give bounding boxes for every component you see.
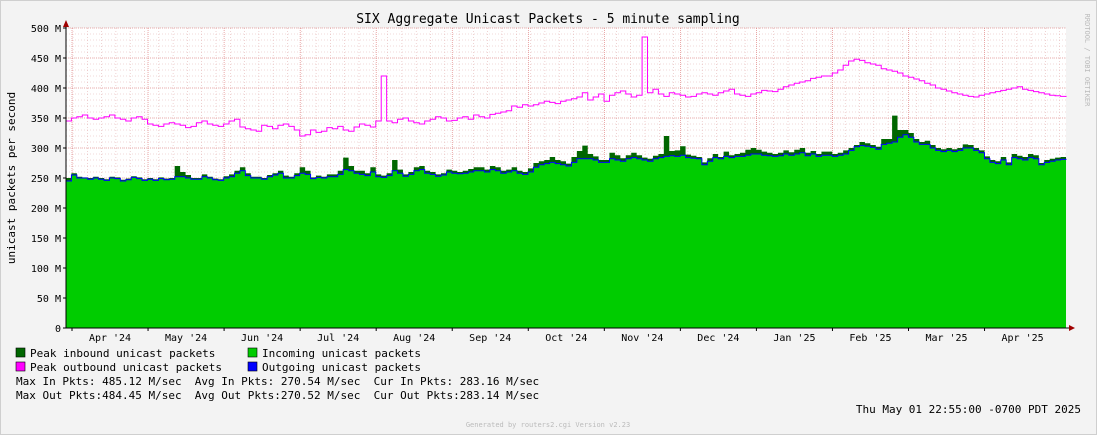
x-tick-label: Jul '24 [317, 333, 359, 344]
legend-label-outgoing: Outgoing unicast packets [262, 361, 421, 374]
y-tick-label: 400 M [31, 84, 61, 95]
x-tick-label: Sep '24 [469, 333, 511, 344]
legend-label-incoming: Incoming unicast packets [262, 347, 421, 360]
x-tick-label: Nov '24 [621, 333, 663, 344]
chart-title: SIX Aggregate Unicast Packets - 5 minute… [356, 12, 740, 27]
x-tick-label: Dec '24 [697, 333, 739, 344]
y-tick-label: 200 M [31, 204, 61, 215]
rrdtool-credit: RRDTOOL / TOBI OETIKER [1083, 14, 1091, 108]
y-tick-label: 450 M [31, 54, 61, 65]
y-tick-label: 100 M [31, 264, 61, 275]
y-tick-label: 150 M [31, 234, 61, 245]
y-tick-label: 50 M [37, 294, 61, 305]
y-axis-arrow [63, 20, 69, 27]
legend-label-peak-outbound: Peak outbound unicast packets [30, 361, 222, 374]
stats-inbound: Max In Pkts: 485.12 M/sec Avg In Pkts: 2… [16, 375, 539, 388]
x-tick-label: Apr '25 [1001, 333, 1043, 344]
legend-swatch-incoming [247, 347, 258, 358]
series-peak-outbound-line [66, 36, 1067, 137]
x-tick-label: Oct '24 [545, 333, 587, 344]
legend: Peak inbound unicast packets Incoming un… [15, 347, 421, 374]
y-axis-label: unicast packets per second [5, 92, 18, 264]
x-tick-label: Jun '24 [241, 333, 283, 344]
x-tick-label: Feb '25 [849, 333, 891, 344]
x-axis-arrow [1069, 325, 1075, 331]
y-tick-label: 250 M [31, 174, 61, 185]
series-outgoing-line [66, 134, 1067, 182]
stats-outbound: Max Out Pkts:484.45 M/sec Avg Out Pkts:2… [16, 389, 539, 402]
legend-swatch-peak-inbound [15, 347, 26, 358]
y-axis-ticks: 0 50 M 100 M 150 M 200 M 250 M 300 M 350 M 400 M… [31, 24, 66, 335]
y-tick-label: 300 M [31, 144, 61, 155]
legend-label-peak-inbound: Peak inbound unicast packets [30, 347, 215, 360]
legend-swatch-outgoing [247, 361, 258, 372]
y-tick-label: 0 [55, 324, 61, 335]
x-tick-label: Jan '25 [773, 333, 815, 344]
x-tick-label: Apr '24 [89, 333, 131, 344]
series-incoming-area [66, 134, 1066, 328]
data-series [66, 36, 1067, 328]
timestamp: Thu May 01 22:55:00 -0700 PDT 2025 [856, 403, 1081, 416]
generator-credit: Generated by routers2.cgi Version v2.23 [466, 421, 630, 429]
x-axis-ticks: Apr '24 May '24 Jun '24 Jul '24 Aug '24 Sep '… [71, 328, 1044, 344]
x-tick-label: Mar '25 [925, 333, 967, 344]
legend-swatch-peak-outbound [15, 361, 26, 372]
y-tick-label: 350 M [31, 114, 61, 125]
x-tick-label: Aug '24 [393, 333, 435, 344]
x-tick-label: May '24 [165, 333, 207, 344]
y-tick-label: 500 M [31, 24, 61, 35]
